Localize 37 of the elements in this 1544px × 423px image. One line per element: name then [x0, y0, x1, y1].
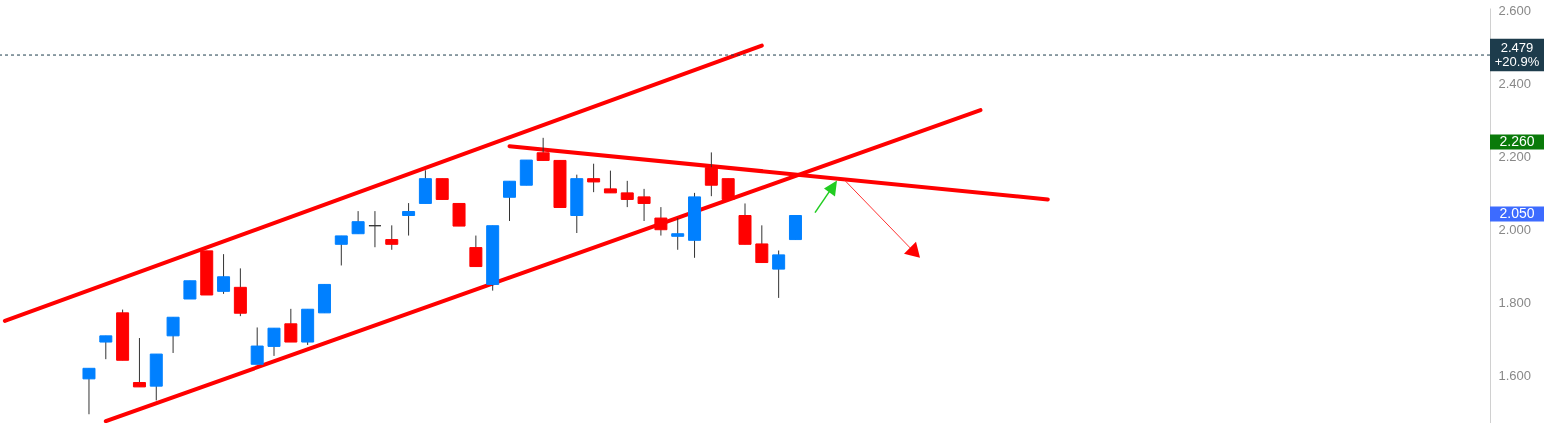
candlestick: [671, 217, 685, 251]
candlestick: [755, 224, 769, 264]
candlestick: [603, 170, 617, 194]
text: 2.050: [1499, 205, 1535, 221]
candlestick: [620, 180, 634, 208]
candlestick: [368, 210, 382, 248]
candlestick: [166, 316, 180, 354]
y-tick-label: 1.600: [1498, 368, 1532, 384]
candlestick: [82, 367, 96, 415]
candlestick: [469, 235, 483, 268]
candlestick: [217, 253, 231, 295]
y-tick-label: 2.000: [1498, 222, 1532, 238]
candlestick: [99, 335, 113, 360]
candlestick: [267, 327, 281, 357]
candlestick: [435, 178, 449, 200]
ref-line-label: 2.479 +20.9%: [1494, 40, 1540, 70]
candlestick: [637, 188, 651, 222]
candlestick: [132, 337, 146, 388]
candlestick: [721, 178, 735, 200]
candlestick: [250, 326, 264, 365]
candlestick: [503, 180, 517, 222]
candlestick: [351, 210, 365, 235]
candlestick: [452, 202, 466, 227]
candlestick: [334, 235, 348, 266]
y-tick-label: 2.600: [1498, 3, 1532, 19]
y-tick-label: 2.200: [1498, 149, 1532, 165]
candlestick: [183, 280, 197, 300]
candlestick: [772, 250, 786, 299]
candlestick: [284, 308, 298, 343]
text: 2.260: [1499, 133, 1535, 149]
y-tick-label: 2.400: [1498, 76, 1532, 92]
candlestick: [704, 151, 718, 197]
y-tick-label: 1.800: [1498, 295, 1532, 311]
candlestick: [402, 202, 416, 237]
candlestick: [654, 206, 668, 237]
candlestick: [587, 163, 601, 193]
candlestick: [385, 224, 399, 251]
